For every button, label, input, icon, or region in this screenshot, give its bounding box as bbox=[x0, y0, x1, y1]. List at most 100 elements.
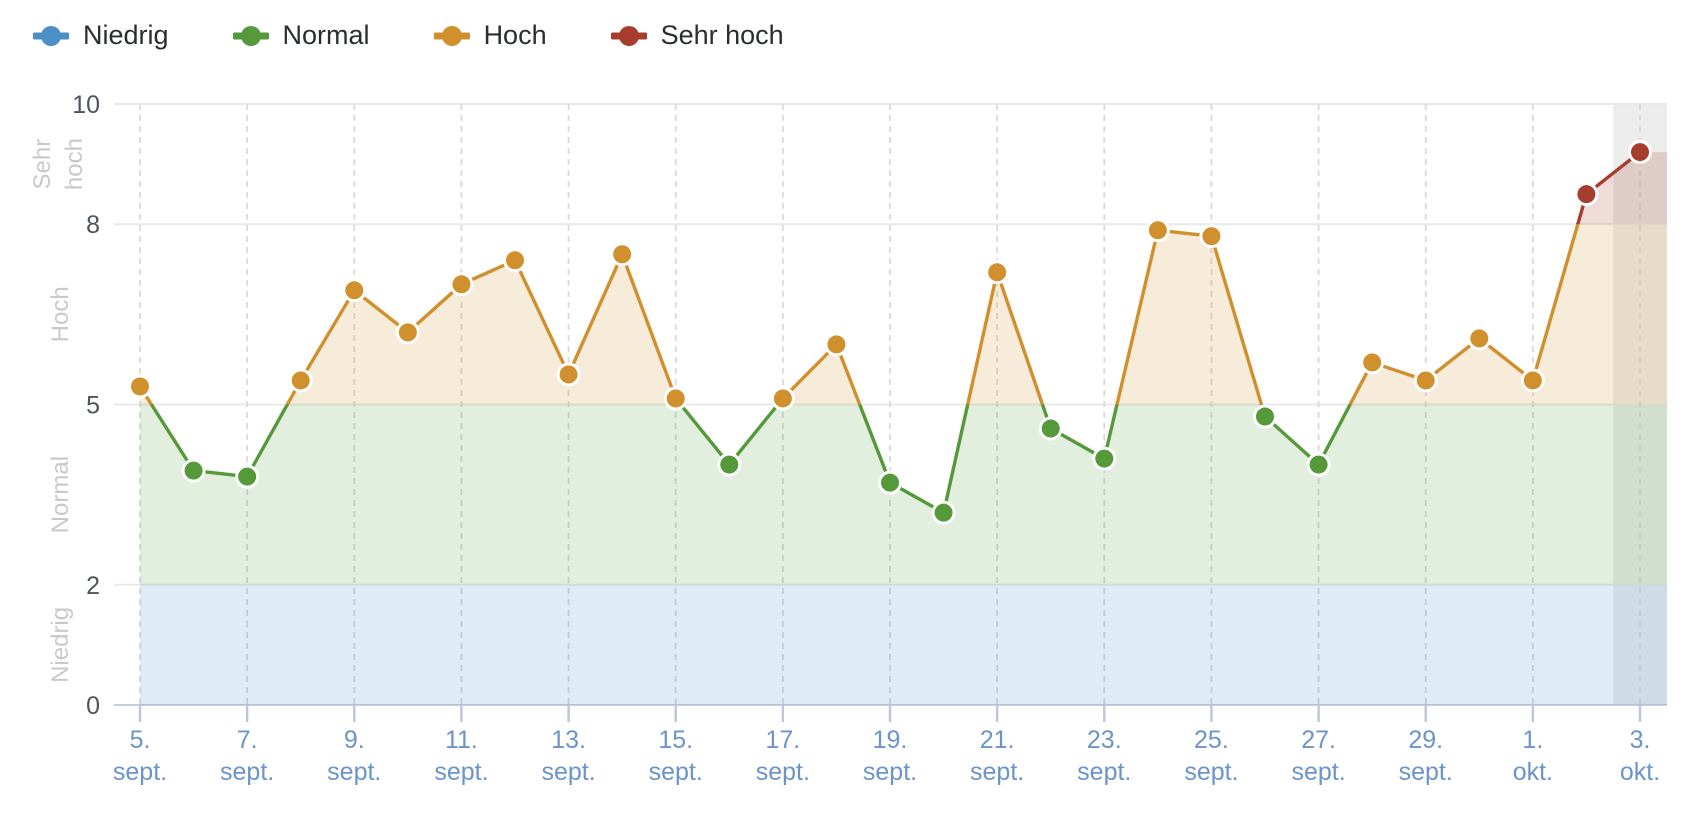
data-point[interactable] bbox=[235, 464, 260, 489]
legend-marker-icon bbox=[610, 25, 647, 46]
legend-item-sehr-hoch[interactable]: Sehr hoch bbox=[610, 20, 784, 51]
x-tick-label-day: 25. bbox=[1194, 726, 1229, 754]
data-point[interactable] bbox=[1360, 350, 1385, 375]
legend-label: Sehr hoch bbox=[660, 20, 784, 50]
data-point-dot bbox=[506, 251, 524, 270]
x-tick-label-month: sept. bbox=[756, 758, 810, 786]
legend-label: Niedrig bbox=[83, 20, 169, 50]
data-point-dot bbox=[238, 467, 257, 486]
legend-item-hoch[interactable]: Hoch bbox=[433, 20, 547, 51]
area-fill-niedrig bbox=[140, 584, 1667, 705]
data-point-dot bbox=[1256, 407, 1274, 426]
x-tick-label-day: 15. bbox=[658, 726, 693, 754]
data-point[interactable] bbox=[395, 320, 420, 345]
x-tick-label-month: sept. bbox=[970, 758, 1024, 786]
x-tick-label-day: 13. bbox=[551, 726, 586, 754]
area-fill-hoch bbox=[140, 224, 1667, 405]
x-tick-label-month: sept. bbox=[327, 758, 381, 786]
data-point-dot bbox=[720, 455, 739, 474]
data-point[interactable] bbox=[878, 470, 902, 495]
x-tick-label-day: 29. bbox=[1408, 726, 1443, 754]
x-tick-label-month: sept. bbox=[649, 758, 703, 786]
x-tick-label-day: 3. bbox=[1630, 726, 1651, 754]
data-point-dot bbox=[452, 275, 471, 294]
legend-label: Normal bbox=[282, 20, 370, 50]
data-point[interactable] bbox=[342, 278, 367, 303]
data-point-dot bbox=[1148, 221, 1167, 240]
data-point-dot bbox=[773, 389, 792, 408]
data-point[interactable] bbox=[1145, 218, 1170, 243]
data-point[interactable] bbox=[449, 272, 474, 297]
legend-label: Hoch bbox=[483, 20, 547, 50]
x-tick-label-month: okt. bbox=[1620, 758, 1660, 786]
data-point[interactable] bbox=[503, 248, 527, 273]
data-point[interactable] bbox=[1038, 416, 1063, 441]
data-point[interactable] bbox=[770, 386, 795, 411]
x-tick-label-day: 17. bbox=[765, 726, 800, 754]
data-point[interactable] bbox=[931, 500, 956, 525]
data-point[interactable] bbox=[1199, 224, 1224, 249]
legend-item-niedrig[interactable]: Niedrig bbox=[33, 20, 169, 51]
y-tick-label: 0 bbox=[86, 692, 100, 720]
x-tick-label-month: sept. bbox=[1291, 758, 1345, 786]
data-point-dot bbox=[398, 323, 417, 342]
data-point[interactable] bbox=[824, 332, 849, 357]
data-point[interactable] bbox=[128, 374, 152, 399]
zone-axis-label: hoch bbox=[61, 138, 88, 190]
x-tick-label-day: 7. bbox=[237, 726, 258, 754]
legend-marker-icon bbox=[232, 25, 269, 46]
data-point[interactable] bbox=[1306, 452, 1331, 477]
x-tick-label-day: 11. bbox=[445, 726, 478, 754]
data-point-dot bbox=[345, 281, 364, 300]
zone-axis-label: Hoch bbox=[47, 286, 74, 342]
zone-axis-label: Niedrig bbox=[47, 607, 74, 683]
data-point-dot bbox=[1202, 227, 1221, 246]
data-point[interactable] bbox=[556, 362, 581, 387]
data-point-dot bbox=[1523, 371, 1542, 390]
data-point[interactable] bbox=[1413, 368, 1438, 393]
x-tick-label-month: sept. bbox=[434, 758, 488, 786]
data-point[interactable] bbox=[985, 260, 1010, 285]
data-point-dot bbox=[613, 245, 632, 264]
x-tick-label-day: 9. bbox=[344, 726, 365, 754]
x-tick-label-month: okt. bbox=[1513, 758, 1553, 786]
legend-marker-icon bbox=[433, 25, 470, 46]
data-point[interactable] bbox=[717, 452, 742, 477]
x-tick-label-day: 23. bbox=[1087, 726, 1122, 754]
data-point-dot bbox=[1631, 143, 1649, 162]
data-point[interactable] bbox=[1253, 404, 1277, 429]
data-point[interactable] bbox=[610, 242, 635, 267]
data-point[interactable] bbox=[1574, 182, 1599, 207]
legend-item-normal[interactable]: Normal bbox=[232, 20, 370, 51]
y-tick-label: 10 bbox=[72, 91, 100, 119]
data-point[interactable] bbox=[1628, 140, 1652, 165]
data-point[interactable] bbox=[1520, 368, 1545, 393]
data-point-dot bbox=[1095, 449, 1114, 468]
data-point-dot bbox=[1309, 455, 1328, 474]
data-point-dot bbox=[1041, 419, 1060, 438]
data-point[interactable] bbox=[663, 386, 688, 411]
data-point-dot bbox=[827, 335, 846, 354]
series-line-hoch bbox=[138, 224, 1580, 405]
x-tick-label-day: 1. bbox=[1522, 726, 1543, 754]
legend: Niedrig Normal Hoch Sehr hoch bbox=[33, 20, 784, 51]
data-point-dot bbox=[1577, 185, 1596, 204]
data-point[interactable] bbox=[288, 368, 313, 393]
data-point-dot bbox=[291, 371, 310, 390]
y-tick-label: 2 bbox=[86, 572, 100, 600]
y-tick-label: 8 bbox=[86, 211, 100, 239]
data-point[interactable] bbox=[181, 458, 206, 483]
data-point-dot bbox=[934, 503, 953, 522]
data-point-dot bbox=[184, 461, 203, 480]
zone-axis-label: Normal bbox=[47, 456, 74, 533]
data-point[interactable] bbox=[1467, 326, 1492, 351]
x-tick-label-month: sept. bbox=[863, 758, 917, 786]
data-point-dot bbox=[881, 473, 899, 492]
data-point-dot bbox=[1363, 353, 1382, 372]
x-tick-label-day: 19. bbox=[873, 726, 908, 754]
data-point-dot bbox=[1470, 329, 1489, 348]
x-tick-label-month: sept. bbox=[113, 758, 167, 786]
data-point[interactable] bbox=[1092, 446, 1117, 471]
data-point-dot bbox=[131, 377, 149, 396]
